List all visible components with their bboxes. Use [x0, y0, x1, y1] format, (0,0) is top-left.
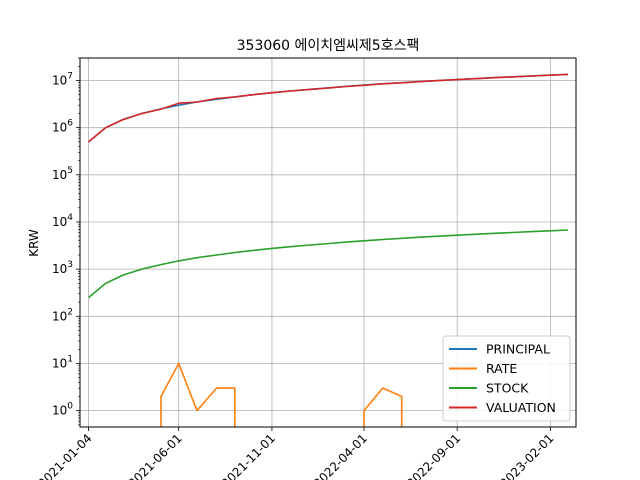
series-line-rate: [363, 387, 403, 427]
legend: PRINCIPAL RATE STOCK VALUATION: [442, 335, 571, 422]
y-tick-label: 104: [52, 213, 73, 229]
y-tick-label: 105: [52, 166, 73, 182]
y-axis-label: KRW: [27, 229, 41, 257]
y-tick-label: 103: [52, 260, 73, 276]
legend-label-principal: PRINCIPAL: [486, 342, 550, 357]
series-line-rate: [160, 362, 236, 427]
series-line-stock: [87, 229, 569, 299]
plot-frame: [79, 57, 577, 428]
y-tick-label: 106: [52, 119, 73, 135]
y-tick-label: 101: [52, 354, 73, 370]
legend-box: [442, 335, 571, 422]
series-layer: [87, 73, 569, 427]
chart-title: 353060 에이치엠씨제5호스팩: [237, 38, 420, 54]
y-tick-label: 100: [52, 402, 73, 418]
legend-label-stock: STOCK: [486, 381, 529, 396]
series-line-valuation: [87, 73, 569, 143]
legend-label-valuation: VALUATION: [486, 400, 556, 415]
legend-label-rate: RATE: [486, 361, 517, 376]
y-axis: 100 101 102 103 104 105 106 107: [52, 57, 80, 426]
y-tick-label: 102: [52, 307, 73, 323]
y-tick-label: 107: [52, 72, 73, 88]
